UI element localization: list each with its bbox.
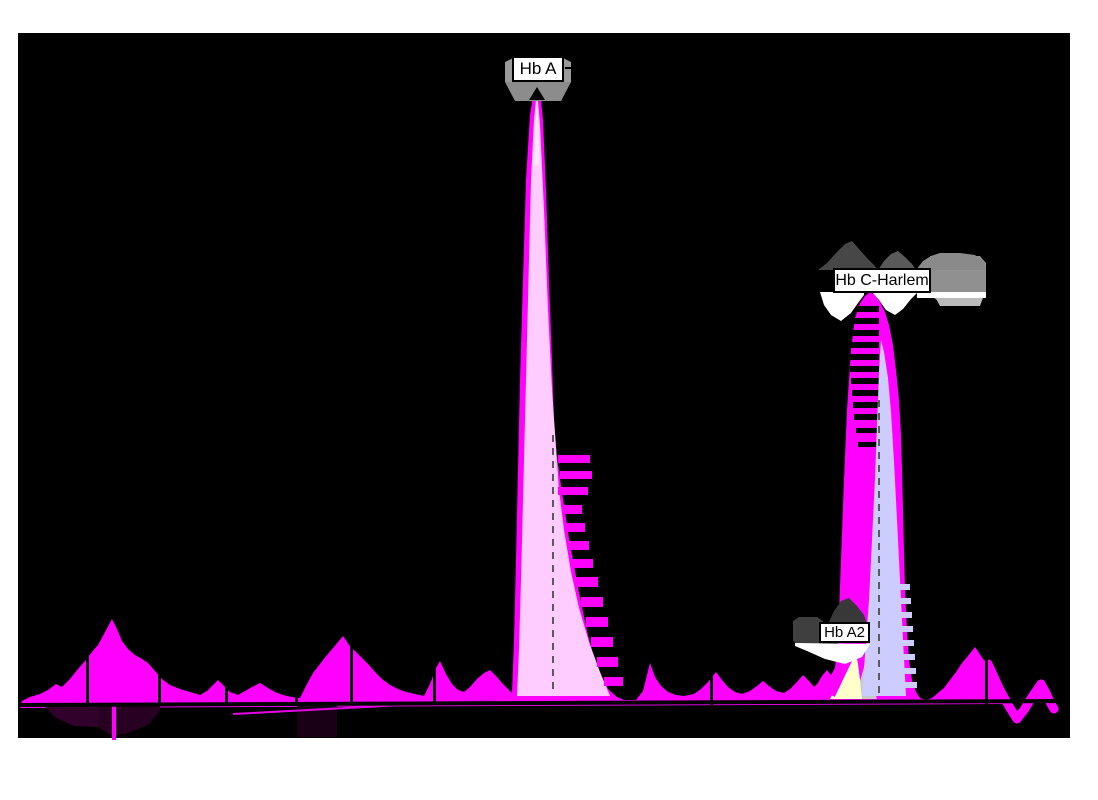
hb-a-step-bars [560, 471, 592, 479]
hb-a-step-bars [586, 617, 608, 627]
hb-a-step-bars [562, 505, 582, 514]
hb-c-right-bars [905, 682, 917, 688]
hb-c-left-stripes [847, 330, 879, 336]
hb-c-left-stripes [852, 390, 879, 396]
hb-a-step-bars [604, 677, 623, 686]
hb-c-right-bars [900, 640, 914, 646]
hb-c-shadow-mound-2 [878, 251, 916, 270]
hb-a-step-bars [558, 455, 590, 463]
hb-a-step-bars [572, 559, 593, 568]
hb-a-shadow-right-notch [563, 58, 571, 82]
hb-c-left-stripes [854, 414, 879, 420]
trace-gap-lines [433, 663, 436, 705]
peak-label-hb-a: Hb A [512, 56, 564, 82]
hb-a-core-highlight [534, 92, 540, 165]
hb-c-left-stripes [851, 378, 879, 384]
hb-c-left-stripes [853, 402, 879, 408]
below-baseline-tick [112, 706, 116, 740]
hb-c-right-bars [898, 612, 912, 618]
hb-c-left-stripes [848, 342, 879, 348]
hb-c-shadow-mound-1 [818, 241, 878, 270]
trace-gap-lines [985, 651, 988, 704]
hb-c-right-bars [903, 668, 916, 674]
hb-a-step-bars [558, 487, 588, 495]
hb-a2-shadow-arrow [828, 598, 867, 624]
below-baseline-shadow-1 [46, 705, 98, 727]
trace-gap-lines [158, 658, 161, 706]
hb-c-shadow-box-top [916, 253, 986, 270]
hb-a-step-bars [576, 577, 598, 587]
trace-gap-lines [350, 645, 353, 705]
hb-a-shadow-left-notch [505, 58, 513, 82]
tail-bump [1031, 684, 1049, 701]
hb-c-fill [862, 340, 906, 696]
trace-gap-lines [86, 645, 89, 706]
hb-c-right-bars [899, 626, 913, 632]
hb-a2-shadow-box [793, 617, 823, 645]
hb-c-halo-strip [917, 292, 986, 298]
peak-label-hb-c-harlem: Hb C-Harlem [833, 268, 931, 293]
hb-a-fill [517, 90, 610, 696]
hb-c-left-stripes [856, 428, 878, 433]
hb-c-right-bars [901, 654, 915, 660]
trace-gap-lines [710, 673, 713, 705]
hb-c-left-stripes [849, 354, 879, 360]
hb-c-halo-left [820, 292, 864, 321]
hb-c-left-stripes [850, 366, 879, 372]
hb-a2-halo [795, 643, 870, 664]
hb-c-right-bars [897, 598, 911, 604]
baseline [18, 699, 1070, 707]
hb-a-step-bars [581, 597, 603, 607]
tail-dip-trace [983, 659, 1059, 724]
hb-c-left-stripes [846, 318, 879, 324]
hb-a-step-bars [568, 541, 589, 550]
hb-a-step-bars [565, 523, 585, 532]
hb-c-right-bars [896, 584, 910, 590]
hb-c-left-stripes [846, 306, 879, 312]
hb-a-apex-pointer [529, 87, 545, 100]
hb-c-halo-right [872, 292, 917, 315]
hb-c-left-stripes [858, 442, 877, 447]
trace-gap-lines [225, 683, 228, 706]
peak-label-hb-a2: Hb A2 [819, 622, 870, 643]
hb-a-step-bars [591, 637, 613, 647]
hb-a-step-bars [597, 657, 618, 667]
trace-gap-lines [295, 690, 298, 705]
